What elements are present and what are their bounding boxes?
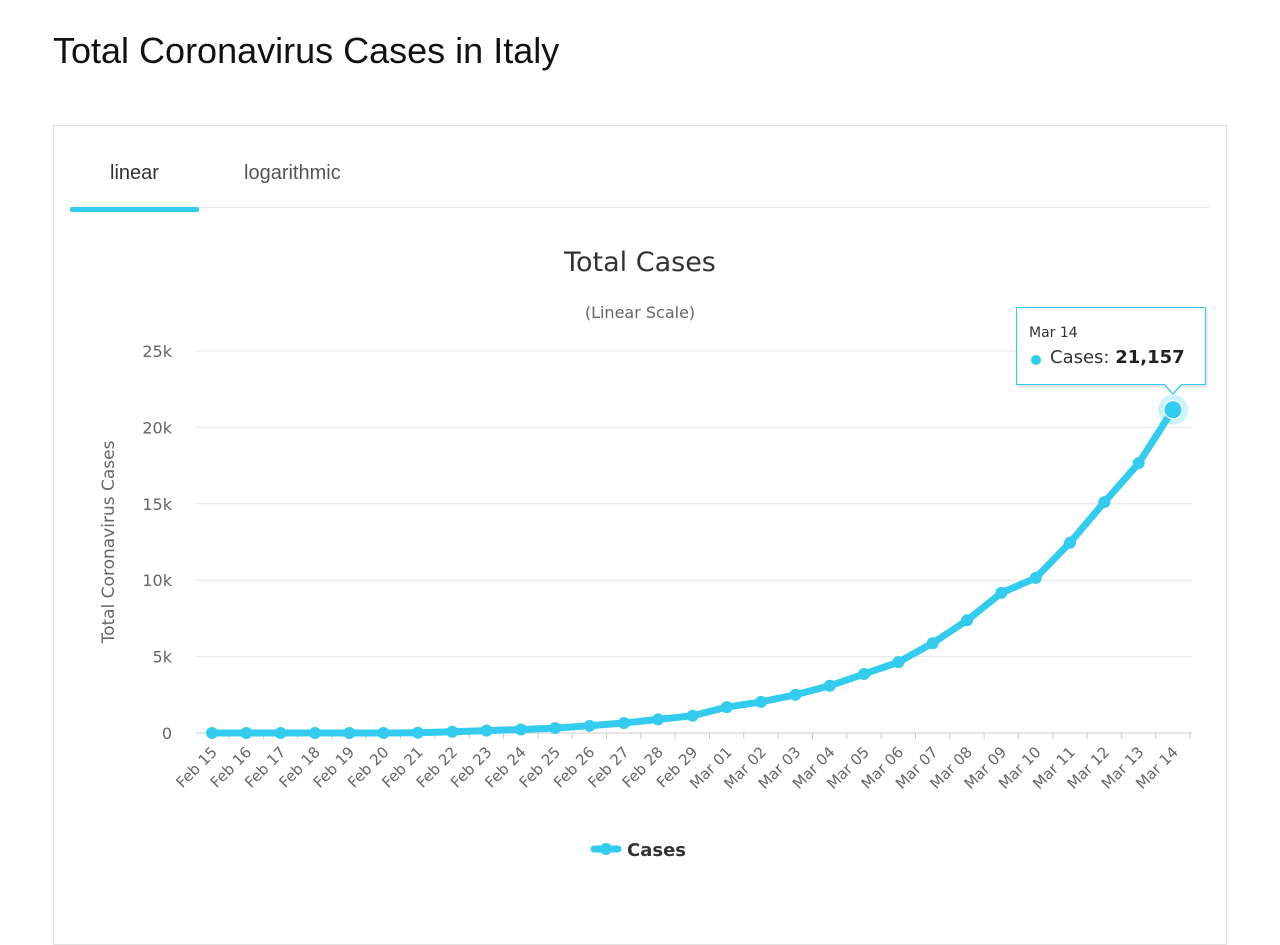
tab-logarithmic[interactable]: logarithmic — [244, 162, 341, 184]
y-axis-ticks: 0 5k 10k 15k 20k 25k — [142, 342, 172, 743]
scale-tabs: linear logarithmic — [70, 126, 1210, 212]
data-point[interactable] — [789, 688, 802, 701]
grid-lines — [196, 350, 1192, 734]
data-point[interactable] — [240, 726, 253, 739]
y-tick-label: 15k — [142, 495, 172, 514]
y-tick-label: 5k — [153, 648, 173, 667]
chart-panel: linear logarithmic — [53, 125, 1227, 945]
data-point[interactable] — [652, 713, 665, 726]
series-points-cases — [206, 394, 1188, 739]
data-point[interactable] — [1163, 400, 1183, 420]
data-point[interactable] — [1132, 457, 1145, 470]
data-point[interactable] — [1029, 571, 1042, 584]
data-point[interactable] — [446, 725, 459, 738]
data-point[interactable] — [617, 716, 630, 729]
data-point[interactable] — [377, 726, 390, 739]
data-point[interactable] — [892, 656, 905, 669]
tooltip-series-label: Cases: — [1050, 347, 1110, 368]
data-point[interactable] — [480, 724, 493, 737]
data-point[interactable] — [926, 637, 939, 650]
tab-linear[interactable]: linear — [110, 162, 159, 184]
data-point[interactable] — [1064, 536, 1077, 549]
data-point[interactable] — [686, 709, 699, 722]
data-point[interactable] — [274, 726, 287, 739]
legend-label-cases: Cases — [627, 840, 686, 861]
y-tick-label: 25k — [142, 342, 172, 361]
data-point[interactable] — [720, 701, 733, 714]
data-point[interactable] — [755, 695, 768, 708]
data-point[interactable] — [583, 719, 596, 732]
chart-subtitle: (Linear Scale) — [585, 303, 695, 322]
data-point[interactable] — [858, 668, 871, 681]
data-point[interactable] — [823, 679, 836, 692]
legend-marker-icon — [600, 843, 612, 855]
y-axis-label: Total Coronavirus Cases — [99, 440, 119, 644]
tooltip-value: 21,157 — [1115, 347, 1185, 368]
tooltip-arrow-fill — [1164, 383, 1182, 393]
page-title: Total Coronavirus Cases in Italy — [53, 30, 560, 71]
series-line-cases — [208, 406, 1177, 737]
tooltip-series: Cases: 21,157 — [1050, 347, 1185, 368]
chart-legend[interactable]: Cases — [590, 840, 686, 861]
data-point[interactable] — [1098, 496, 1111, 509]
data-point[interactable] — [961, 614, 974, 627]
data-point[interactable] — [995, 586, 1008, 599]
data-point[interactable] — [514, 723, 527, 736]
y-tick-label: 0 — [162, 724, 172, 743]
data-point[interactable] — [343, 726, 356, 739]
data-point[interactable] — [308, 726, 321, 739]
active-tab-indicator — [70, 207, 199, 212]
line-chart: Total Cases (Linear Scale) Total Coronav… — [99, 247, 1192, 861]
chart-title: Total Cases — [563, 247, 716, 278]
tooltip-series-dot-icon — [1031, 355, 1041, 365]
data-point[interactable] — [411, 726, 424, 739]
data-point[interactable] — [549, 722, 562, 735]
tooltip-date: Mar 14 — [1029, 325, 1078, 341]
y-tick-label: 20k — [142, 418, 172, 437]
data-tooltip: Mar 14 Cases: 21,157 — [1016, 307, 1206, 385]
y-tick-label: 10k — [142, 571, 172, 590]
data-point[interactable] — [206, 726, 218, 739]
